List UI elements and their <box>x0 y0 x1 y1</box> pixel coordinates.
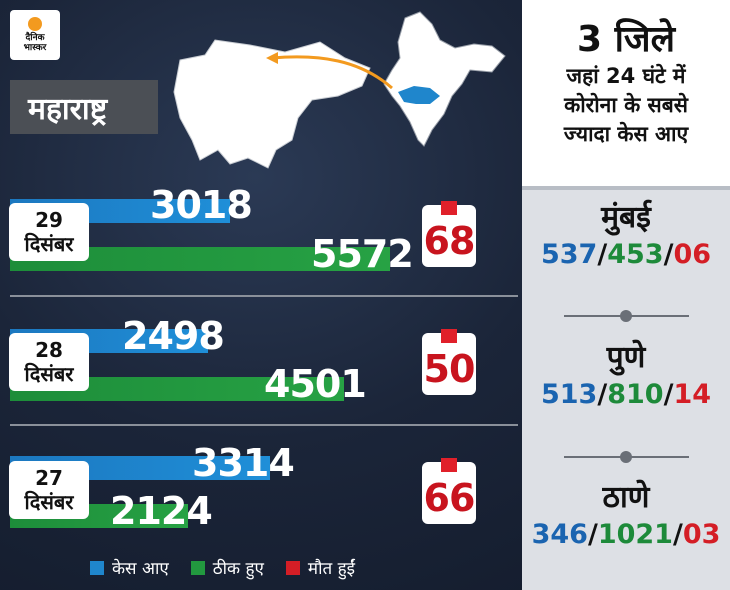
date-month: दिसंबर <box>24 232 74 256</box>
arrow-icon <box>271 55 393 90</box>
legend-swatch-red <box>285 560 300 575</box>
stat-separator: / <box>663 239 674 270</box>
district-mumbai: मुंबई 537/453/06 <box>522 198 730 272</box>
legend-label: ठीक हुए <box>212 559 264 579</box>
date-month: दिसंबर <box>24 490 74 514</box>
district-deaths: 14 <box>673 379 712 410</box>
maharashtra-map-shape <box>173 39 371 169</box>
arrow-head-icon <box>266 52 278 64</box>
dainik-bhaskar-logo: दैनिक भास्कर <box>10 10 60 60</box>
separator-dot-icon <box>620 310 632 322</box>
district-deaths: 03 <box>682 519 721 550</box>
district-cases: 537 <box>540 239 598 270</box>
date-box-28: 28 दिसंबर <box>9 333 89 391</box>
district-stats: 513/810/14 <box>522 378 730 412</box>
legend-item-deaths: मौत हुईं <box>285 556 355 579</box>
stat-separator: / <box>587 519 598 550</box>
district-recovered: 453 <box>607 239 664 270</box>
date-day: 29 <box>35 208 63 232</box>
stat-separator: / <box>672 519 683 550</box>
panel-title: 3 जिले <box>576 19 676 60</box>
district-thane: ठाणे 346/1021/03 <box>522 478 730 552</box>
panel-subtitle-line-1: जहां 24 घंटे में <box>566 64 686 88</box>
state-label: महाराष्ट्र <box>10 80 158 134</box>
row-divider-2 <box>10 424 518 426</box>
stat-separator: / <box>597 239 608 270</box>
separator-dot-icon <box>620 451 632 463</box>
value-cases-28: 2498 <box>122 314 225 358</box>
district-name: ठाणे <box>602 480 650 515</box>
india-map-shape <box>383 11 506 147</box>
deaths-box-28: 50 <box>422 329 476 395</box>
deaths-box-27: 66 <box>422 458 476 524</box>
sun-icon <box>28 17 42 31</box>
value-cases-29: 3018 <box>150 183 253 227</box>
maharashtra-highlight-on-india <box>398 86 440 104</box>
legend-swatch-blue <box>90 560 104 575</box>
row-divider-1 <box>10 295 518 297</box>
map-graphic <box>173 11 506 169</box>
districts-panel: 3 जिले जहां 24 घंटे में कोरोना के सबसे ज… <box>522 0 730 590</box>
district-name: पुणे <box>606 340 646 375</box>
panel-subtitle-line-3: ज्यादा केस आए <box>563 122 689 146</box>
date-box-27: 27 दिसंबर <box>9 461 89 519</box>
legend-label: मौत हुईं <box>307 559 355 579</box>
date-day: 28 <box>35 338 63 362</box>
district-pune: पुणे 513/810/14 <box>522 338 730 412</box>
district-deaths: 06 <box>673 239 712 270</box>
legend: केस आए ठीक हुए मौत हुईं <box>90 556 355 579</box>
logo-line-1: दैनिक <box>25 33 45 43</box>
red-square-icon <box>441 458 457 472</box>
district-cases: 513 <box>540 379 598 410</box>
stat-separator: / <box>663 379 674 410</box>
value-cases-27: 3314 <box>192 441 295 485</box>
logo-line-2: भास्कर <box>23 43 47 53</box>
date-day: 27 <box>35 466 63 490</box>
legend-label: केस आए <box>112 559 169 579</box>
district-stats: 537/453/06 <box>522 238 730 272</box>
red-square-icon <box>441 329 457 343</box>
value-deaths-28: 50 <box>423 347 476 391</box>
date-box-29: 29 दिसंबर <box>9 203 89 261</box>
district-cases: 346 <box>531 519 588 550</box>
panel-header: 3 जिले जहां 24 घंटे में कोरोना के सबसे ज… <box>522 0 730 190</box>
value-deaths-29: 68 <box>423 219 476 263</box>
value-recovered-29: 5572 <box>311 232 414 276</box>
value-recovered-27: 2124 <box>110 489 213 533</box>
district-recovered: 810 <box>607 379 664 410</box>
value-recovered-28: 4501 <box>264 362 367 406</box>
district-stats: 346/1021/03 <box>522 518 730 552</box>
stat-separator: / <box>597 379 608 410</box>
district-recovered: 1021 <box>597 519 673 550</box>
district-name: मुंबई <box>601 200 651 235</box>
legend-item-cases: केस आए <box>90 556 169 579</box>
legend-swatch-green <box>190 560 205 575</box>
value-deaths-27: 66 <box>423 476 476 520</box>
panel-subtitle-line-2: कोरोना के सबसे <box>564 93 688 117</box>
deaths-box-29: 68 <box>422 201 476 267</box>
legend-item-recovered: ठीक हुए <box>190 556 264 579</box>
red-square-icon <box>441 201 457 215</box>
date-month: दिसंबर <box>24 362 74 386</box>
